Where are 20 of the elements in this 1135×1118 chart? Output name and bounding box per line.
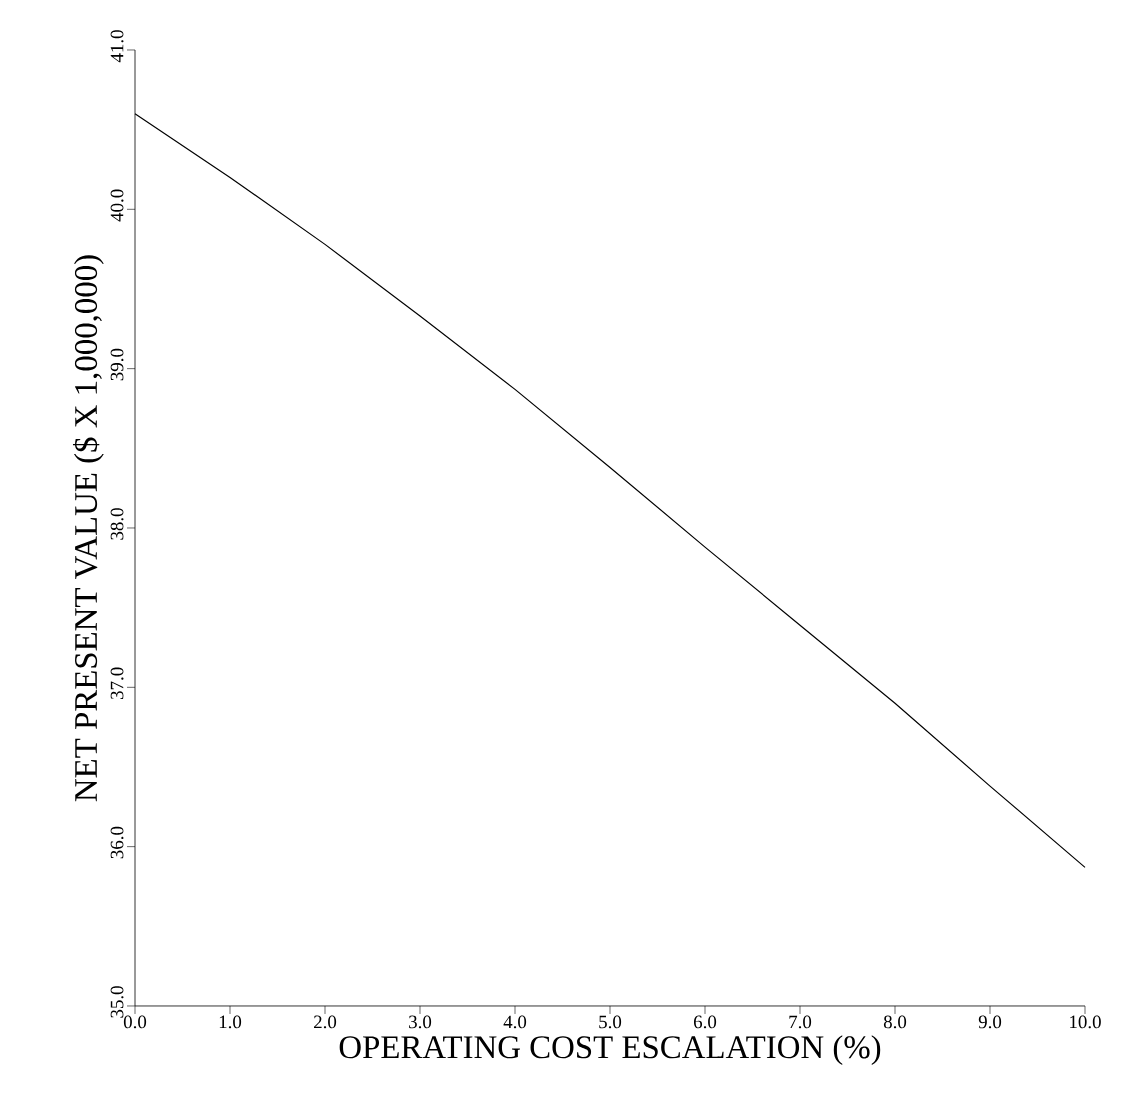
y-tick-label: 35.0 <box>110 986 124 1018</box>
y-tick-label: 39.0 <box>110 348 124 381</box>
x-tick-label: 8.0 <box>883 1015 907 1029</box>
x-tick-label: 6.0 <box>693 1015 717 1029</box>
x-tick-label: 2.0 <box>314 1015 337 1029</box>
y-tick-label: 41.0 <box>110 30 124 63</box>
x-tick-label: 3.0 <box>409 1015 432 1029</box>
y-axis-title: NET PRESENT VALUE ($ X 1,000,000) <box>72 255 104 802</box>
x-tick-label: 9.0 <box>978 1015 1002 1029</box>
x-axis-title: OPERATING COST ESCALATION (%) <box>339 1035 881 1066</box>
y-tick-label: 36.0 <box>110 826 124 859</box>
x-tick-label: 10.0 <box>1070 1015 1101 1029</box>
y-tick-label: 40.0 <box>110 189 124 222</box>
y-tick-label: 38.0 <box>110 508 124 540</box>
x-tick-label: 0.0 <box>123 1015 147 1029</box>
y-tick-label: 37.0 <box>110 667 124 699</box>
x-tick-label: 4.0 <box>503 1015 527 1029</box>
x-tick-label: 1.0 <box>219 1015 242 1029</box>
x-tick-label: 5.0 <box>599 1015 622 1029</box>
x-tick-label: 7.0 <box>789 1015 812 1029</box>
